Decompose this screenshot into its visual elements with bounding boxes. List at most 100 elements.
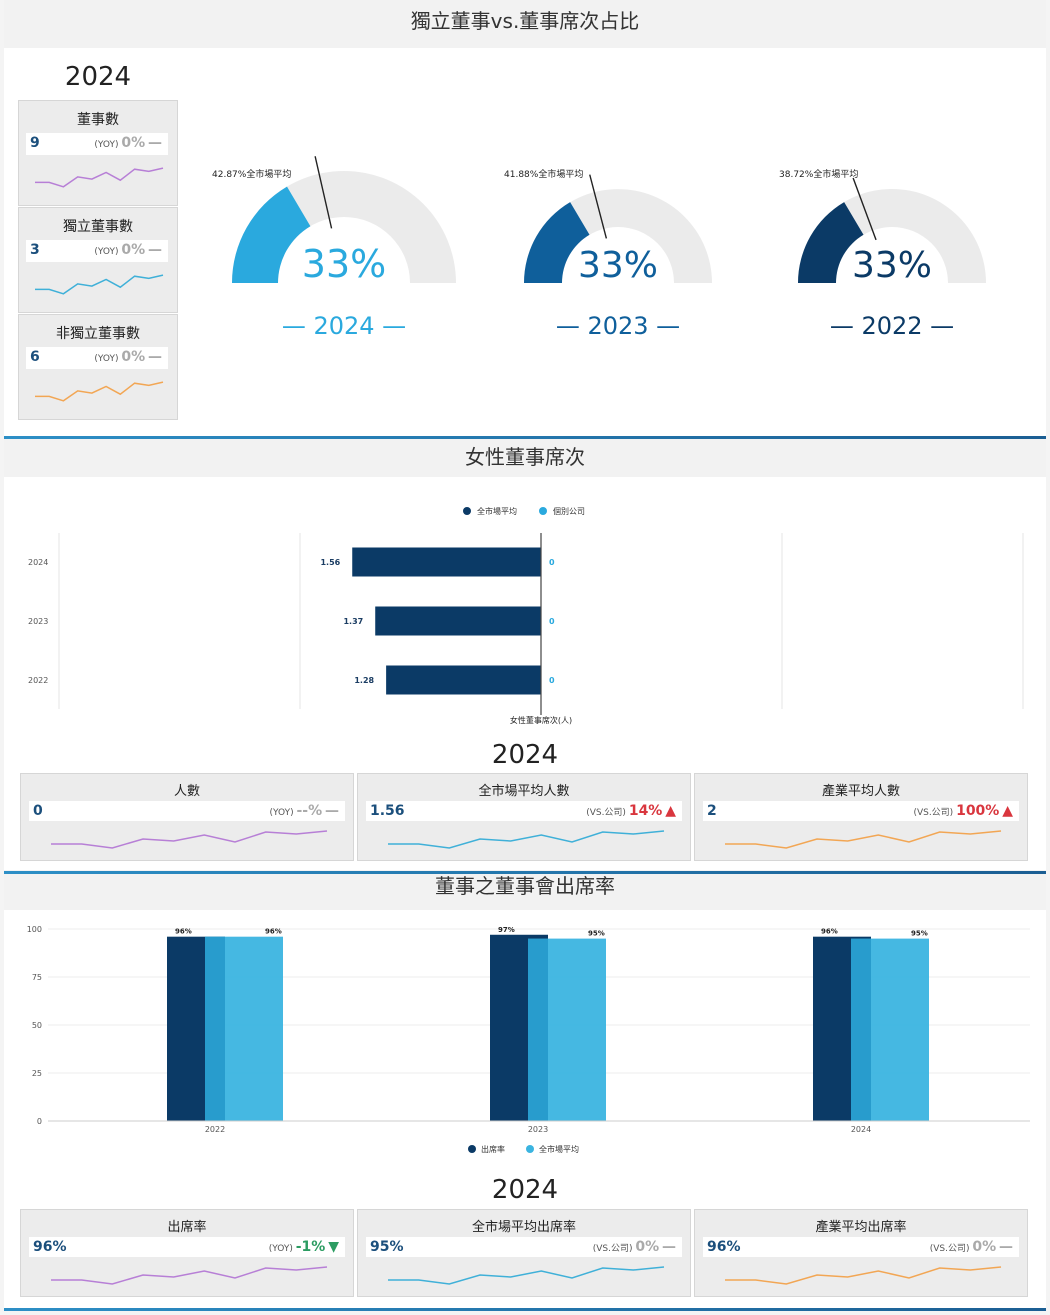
stat-value: 0 bbox=[33, 803, 43, 819]
stat-value-row: 2 (VS.公司) 100% ▲ bbox=[703, 801, 1019, 821]
stat-yoy: (YOY) 0% — bbox=[94, 242, 162, 258]
gauge-value-label: 33% bbox=[578, 245, 658, 286]
stat-card-directors: 董事數 9 (YOY) 0% — bbox=[18, 100, 178, 206]
stat-value-row: 6 (YOY) 0% — bbox=[26, 347, 168, 369]
y-tick-label: 100 bbox=[27, 925, 42, 934]
bar-value-label: 1.56 bbox=[320, 558, 340, 567]
section2-year: 2024 bbox=[491, 740, 559, 770]
y-tick-label: 25 bbox=[32, 1069, 42, 1078]
bar-market-avg bbox=[352, 547, 541, 577]
bar-value-label: 96% bbox=[265, 928, 282, 936]
stat-label: 產業平均出席率 bbox=[815, 1220, 907, 1235]
stat-card-non-independent-directors: 非獨立董事數 6 (YOY) 0% — bbox=[18, 314, 178, 420]
stat-value: 1.56 bbox=[370, 803, 405, 819]
legend-marker bbox=[539, 507, 547, 515]
sparkline-path bbox=[35, 167, 164, 188]
legend-marker bbox=[526, 1145, 534, 1153]
stat-label: 人數 bbox=[173, 784, 200, 799]
bar-value-label: 96% bbox=[175, 928, 192, 936]
sparkline-path bbox=[35, 274, 164, 295]
stat-value-row: 96% (YOY) -1% ▼ bbox=[29, 1237, 345, 1257]
sparkline bbox=[35, 167, 164, 188]
stat-value-row: 0 (YOY) --% — bbox=[29, 801, 345, 821]
stat-label: 非獨立董事數 bbox=[56, 326, 140, 342]
gauge-value-label: 33% bbox=[302, 242, 386, 286]
bar-value-label: 95% bbox=[588, 930, 605, 938]
stat-card-market-attendance: 全市場平均出席率 95% (VS.公司) 0% — bbox=[357, 1209, 691, 1297]
section1-year: 2024 bbox=[64, 62, 132, 92]
bar-value-label: 1.37 bbox=[343, 617, 363, 626]
bar-overlap bbox=[528, 938, 548, 1121]
stat-yoy: (VS.公司) 14% ▲ bbox=[586, 803, 676, 819]
stat-value-row: 9 (YOY) 0% — bbox=[26, 133, 168, 155]
gauge-note-2024: 42.87%全市場平均 bbox=[212, 170, 292, 180]
stat-card-market-female-avg: 全市場平均人數 1.56 (VS.公司) 14% ▲ bbox=[357, 773, 691, 861]
stat-card-independent-directors: 獨立董事數 3 (YOY) 0% — bbox=[18, 207, 178, 313]
bar-value-label: 96% bbox=[821, 928, 838, 936]
gauge-year-2023: — 2023 — bbox=[555, 312, 681, 340]
gauge-value-label: 33% bbox=[852, 245, 932, 286]
bar-overlap bbox=[205, 936, 225, 1121]
stat-card-industry-attendance: 產業平均出席率 96% (VS.公司) 0% — bbox=[694, 1209, 1028, 1297]
stat-yoy: (VS.公司) 100% ▲ bbox=[913, 803, 1013, 819]
sparkline bbox=[388, 830, 665, 849]
section-divider bbox=[4, 871, 1046, 874]
dash-icon: — bbox=[148, 242, 162, 258]
sparkline-path bbox=[51, 830, 328, 849]
gauge-note-2023: 41.88%全市場平均 bbox=[504, 170, 584, 180]
stat-value-row: 1.56 (VS.公司) 14% ▲ bbox=[366, 801, 682, 821]
stat-value-row: 95% (VS.公司) 0% — bbox=[366, 1237, 682, 1257]
category-tick-label: 2023 bbox=[28, 617, 48, 626]
stat-value: 95% bbox=[370, 1239, 404, 1255]
x-tick-label: 2024 bbox=[851, 1125, 871, 1134]
sparkline bbox=[35, 381, 164, 402]
dash-icon: — bbox=[662, 1239, 676, 1255]
y-tick-label: 50 bbox=[32, 1021, 42, 1030]
gauge-year-2022: — 2022 — bbox=[829, 312, 955, 340]
stat-value: 2 bbox=[707, 803, 717, 819]
sparkline bbox=[35, 274, 164, 295]
bar-value-label: 97% bbox=[498, 926, 515, 934]
bar-overlap bbox=[851, 938, 871, 1121]
gauge-note-2022: 38.72%全市場平均 bbox=[779, 170, 859, 180]
attendance-chart: 0 25 50 75 100 96% 96% 2022 97% 95% 2023 96% 95% 2024… bbox=[27, 925, 1030, 1154]
section-title-independent-directors: 獨立董事vs.董事席次占比 bbox=[4, 0, 1046, 48]
legend-marker bbox=[468, 1145, 476, 1153]
stat-value-row: 3 (YOY) 0% — bbox=[26, 240, 168, 262]
sparkline bbox=[725, 830, 1002, 849]
legend-marker bbox=[463, 507, 471, 515]
stat-label: 獨立董事數 bbox=[63, 219, 133, 235]
stat-card-industry-female-avg: 產業平均人數 2 (VS.公司) 100% ▲ bbox=[694, 773, 1028, 861]
category-tick-label: 2024 bbox=[28, 558, 48, 567]
bar-value-label: 0 bbox=[549, 558, 555, 567]
bar-value-label: 1.28 bbox=[354, 676, 374, 685]
dash-icon: — bbox=[148, 135, 162, 151]
female-directors-chart: 全市場平均 個別公司 2024 1.56 0 2023 1.37 0 2022 1.28 0 女性董事… bbox=[28, 506, 1024, 725]
market-avg-marker bbox=[589, 174, 608, 239]
bar-value-label: 0 bbox=[549, 617, 555, 626]
gauge-2022: 33% bbox=[798, 177, 986, 286]
stat-value: 6 bbox=[30, 349, 40, 365]
category-tick-label: 2022 bbox=[28, 676, 48, 685]
sparkline bbox=[51, 1266, 328, 1285]
stat-label: 董事數 bbox=[77, 112, 119, 128]
triangle-up-icon: ▲ bbox=[1002, 803, 1013, 819]
sparkline bbox=[725, 1266, 1002, 1285]
stat-value: 3 bbox=[30, 242, 40, 258]
legend-label: 全市場平均 bbox=[539, 1144, 579, 1154]
triangle-down-icon: ▼ bbox=[328, 1239, 339, 1255]
x-axis-label: 女性董事席次(人) bbox=[510, 715, 572, 725]
section-divider bbox=[4, 1308, 1046, 1311]
section-title-female-directors: 女性董事席次 bbox=[4, 439, 1046, 477]
stat-value-row: 96% (VS.公司) 0% — bbox=[703, 1237, 1019, 1257]
sparkline-path bbox=[388, 830, 665, 849]
stat-yoy: (YOY) -1% ▼ bbox=[268, 1239, 339, 1255]
x-tick-label: 2022 bbox=[205, 1125, 225, 1134]
dash-icon: — bbox=[999, 1239, 1013, 1255]
sparkline-path bbox=[725, 1266, 1002, 1285]
legend-label: 出席率 bbox=[481, 1144, 505, 1154]
gauge-2024: 33% bbox=[232, 156, 456, 286]
x-tick-label: 2023 bbox=[528, 1125, 548, 1134]
gauge-fill bbox=[232, 186, 311, 283]
dash-icon: — bbox=[325, 803, 339, 819]
